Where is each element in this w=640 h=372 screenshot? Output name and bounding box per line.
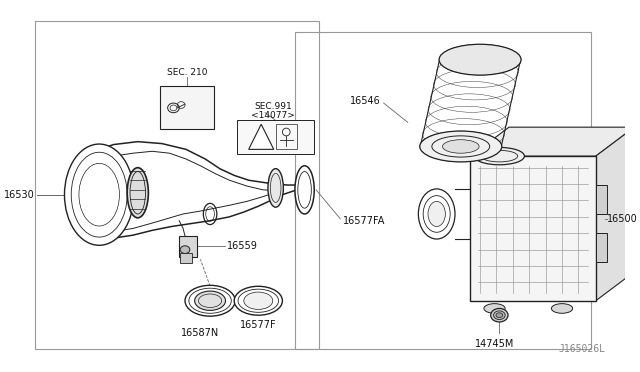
Text: SEC.991: SEC.991 — [254, 102, 292, 112]
Text: !: ! — [260, 135, 263, 144]
Bar — [237, 121, 314, 154]
Text: 14745M: 14745M — [475, 339, 514, 349]
Text: J165026L: J165026L — [559, 344, 605, 354]
Text: 16587N: 16587N — [181, 328, 220, 337]
Bar — [180, 253, 192, 263]
Ellipse shape — [65, 144, 134, 245]
Ellipse shape — [496, 313, 503, 318]
Ellipse shape — [474, 147, 524, 165]
Ellipse shape — [491, 308, 508, 322]
Bar — [179, 236, 196, 257]
Ellipse shape — [185, 285, 235, 316]
Ellipse shape — [419, 189, 455, 239]
Text: <14077>: <14077> — [251, 111, 294, 120]
Text: 16577FA: 16577FA — [343, 216, 385, 226]
Text: 16500: 16500 — [607, 214, 638, 224]
Ellipse shape — [493, 311, 505, 320]
Ellipse shape — [295, 166, 314, 214]
Bar — [160, 86, 214, 129]
Ellipse shape — [442, 140, 479, 153]
Ellipse shape — [552, 304, 573, 313]
Bar — [276, 124, 297, 150]
Bar — [596, 185, 607, 214]
Ellipse shape — [439, 44, 521, 75]
Text: 16577F: 16577F — [240, 320, 276, 330]
Text: 16546: 16546 — [350, 96, 381, 106]
Text: SEC. 210: SEC. 210 — [166, 68, 207, 77]
Ellipse shape — [484, 304, 505, 313]
Text: 16559: 16559 — [227, 241, 259, 251]
Bar — [596, 233, 607, 262]
Ellipse shape — [79, 163, 120, 226]
Ellipse shape — [244, 292, 273, 310]
Polygon shape — [249, 124, 274, 150]
Polygon shape — [470, 127, 634, 156]
Ellipse shape — [428, 201, 445, 227]
Ellipse shape — [127, 168, 148, 218]
Ellipse shape — [420, 131, 502, 162]
Bar — [470, 156, 596, 301]
Polygon shape — [596, 127, 634, 301]
Ellipse shape — [234, 286, 282, 315]
Ellipse shape — [195, 291, 225, 310]
Bar — [35, 21, 319, 349]
Text: 16530: 16530 — [4, 190, 35, 200]
Ellipse shape — [268, 169, 284, 207]
Bar — [294, 32, 591, 349]
Ellipse shape — [180, 246, 190, 253]
